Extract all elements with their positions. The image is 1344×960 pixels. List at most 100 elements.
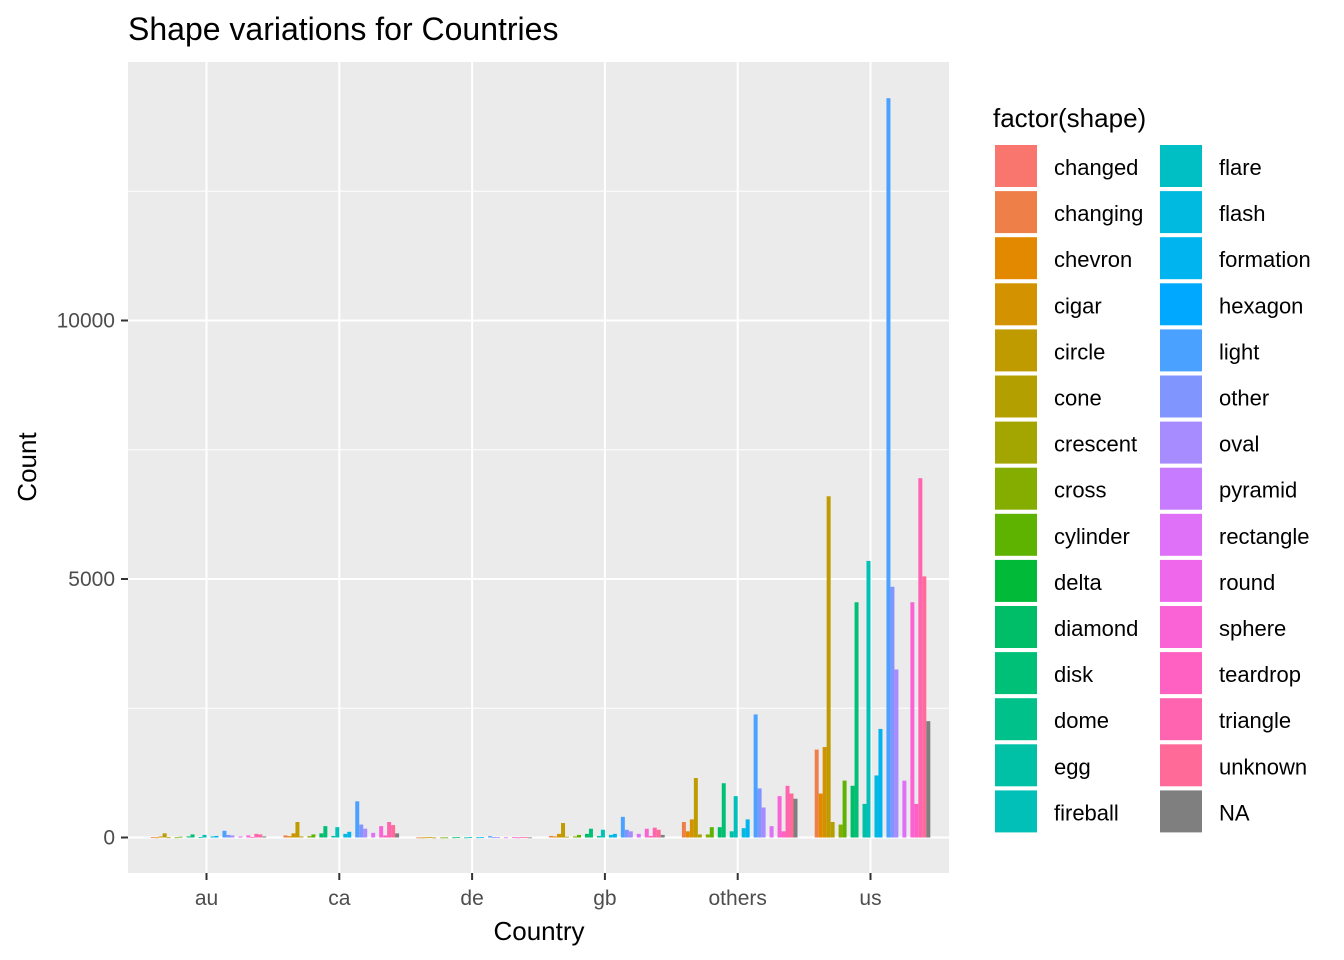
legend-label-egg: egg	[1054, 754, 1091, 779]
bar-de-sphere	[511, 837, 516, 839]
legend-key-rectangle	[1160, 513, 1202, 556]
bar-de-oval	[496, 837, 501, 839]
bar-us-cone	[830, 821, 835, 838]
legend-key-diamond	[995, 606, 1037, 648]
x-tick-label-us: us	[859, 887, 881, 910]
bar-others-flash	[741, 828, 746, 838]
bar-au-diamond	[186, 836, 191, 838]
bar-au-light	[222, 830, 227, 838]
bar-others-other	[757, 788, 762, 838]
legend-label-flare: flare	[1219, 155, 1262, 180]
bar-ca-cylinder	[311, 834, 316, 838]
bar-ca-cigar	[291, 833, 296, 838]
bar-ca-diamond	[319, 833, 324, 838]
legend-label-NA: NA	[1219, 800, 1250, 825]
bar-others-chevron	[685, 831, 690, 838]
bar-ca-unknown	[391, 825, 396, 838]
bar-au-cone	[166, 837, 171, 839]
legend-key-triangle	[1160, 698, 1202, 741]
bar-others-sphere	[777, 796, 782, 838]
bar-gb-chevron	[553, 836, 558, 838]
legend-label-changing: changing	[1054, 201, 1143, 226]
legend-key-changing	[995, 191, 1037, 234]
bar-au-formation	[214, 835, 219, 838]
bar-us-rectangle	[902, 780, 907, 838]
legend-label-teardrop: teardrop	[1219, 662, 1301, 687]
bar-de-changing	[416, 837, 421, 839]
legend-label-round: round	[1219, 570, 1275, 595]
bar-au-triangle	[254, 833, 259, 838]
bar-us-other	[890, 586, 895, 838]
legend-label-disk: disk	[1054, 662, 1094, 687]
bar-ca-rectangle	[371, 832, 376, 838]
x-tick-label-gb: gb	[593, 887, 616, 910]
bar-de-triangle	[519, 836, 524, 838]
chart-title: Shape variations for Countries	[128, 11, 558, 47]
legend-label-other: other	[1219, 386, 1269, 411]
bar-gb-egg	[596, 835, 601, 838]
legend-key-changed	[995, 145, 1037, 187]
bar-ca-flash	[343, 833, 348, 838]
legend-label-hexagon: hexagon	[1219, 293, 1303, 318]
bar-us-circle	[826, 496, 831, 838]
bar-gb-unknown	[656, 829, 661, 838]
bar-de-NA	[527, 837, 532, 839]
bar-us-fireball	[866, 560, 871, 838]
bar-ca-fireball	[335, 827, 340, 838]
bar-gb-formation	[612, 833, 617, 838]
bar-ca-cone	[299, 836, 304, 838]
legend-label-sphere: sphere	[1219, 616, 1286, 641]
legend-key-cone	[995, 375, 1037, 418]
bar-others-disk	[721, 783, 726, 838]
bar-au-rectangle	[238, 836, 243, 838]
bar-au-egg	[198, 836, 203, 838]
bar-others-light	[753, 714, 758, 838]
bar-ca-changing	[283, 835, 288, 838]
legend-label-fireball: fireball	[1054, 800, 1119, 825]
legend-label-changed: changed	[1054, 155, 1138, 180]
x-axis-title: Country	[493, 916, 584, 946]
bar-others-fireball	[733, 796, 738, 838]
bar-ca-other	[359, 824, 364, 838]
bar-gb-sphere	[644, 828, 649, 838]
bar-au-circle	[162, 833, 167, 838]
legend-key-delta	[995, 559, 1037, 602]
bar-de-cone	[432, 837, 437, 839]
bar-us-egg	[862, 803, 867, 838]
bar-gb-changing	[549, 835, 554, 838]
bar-others-unknown	[789, 793, 794, 838]
bar-us-formation	[878, 728, 883, 838]
bar-ca-teardrop	[383, 835, 388, 838]
legend-label-cylinder: cylinder	[1054, 524, 1130, 549]
bar-ca-NA	[395, 833, 400, 838]
legend-label-delta: delta	[1054, 570, 1102, 595]
bar-ca-oval	[363, 828, 368, 838]
bar-us-sphere	[910, 602, 915, 838]
bar-others-NA	[793, 798, 798, 838]
bars	[150, 98, 931, 839]
legend-label-circle: circle	[1054, 339, 1105, 364]
bar-us-teardrop	[914, 803, 919, 838]
legend-key-fireball	[995, 790, 1037, 833]
grid-lines	[128, 62, 949, 873]
bar-de-fireball	[468, 837, 473, 838]
plot-panel	[128, 62, 949, 873]
x-tick-label-au: au	[195, 887, 218, 910]
legend-key-cigar	[995, 283, 1037, 326]
bar-de-unknown	[523, 837, 528, 839]
bar-others-teardrop	[781, 831, 786, 838]
bar-gb-circle	[561, 823, 566, 838]
y-tick-label-2: 10000	[57, 310, 115, 333]
bar-gb-NA	[660, 834, 665, 838]
bar-de-chevron	[420, 837, 425, 839]
bar-au-other	[226, 834, 231, 838]
legend-key-light	[1160, 329, 1202, 372]
bar-de-disk	[456, 836, 461, 838]
bar-de-circle	[428, 836, 433, 838]
x-tick-label-de: de	[460, 887, 483, 910]
bar-us-cylinder	[842, 780, 847, 838]
bar-au-chevron	[154, 837, 159, 839]
legend-label-diamond: diamond	[1054, 616, 1138, 641]
bar-au-sphere	[246, 835, 251, 838]
bar-ca-egg	[331, 835, 336, 838]
